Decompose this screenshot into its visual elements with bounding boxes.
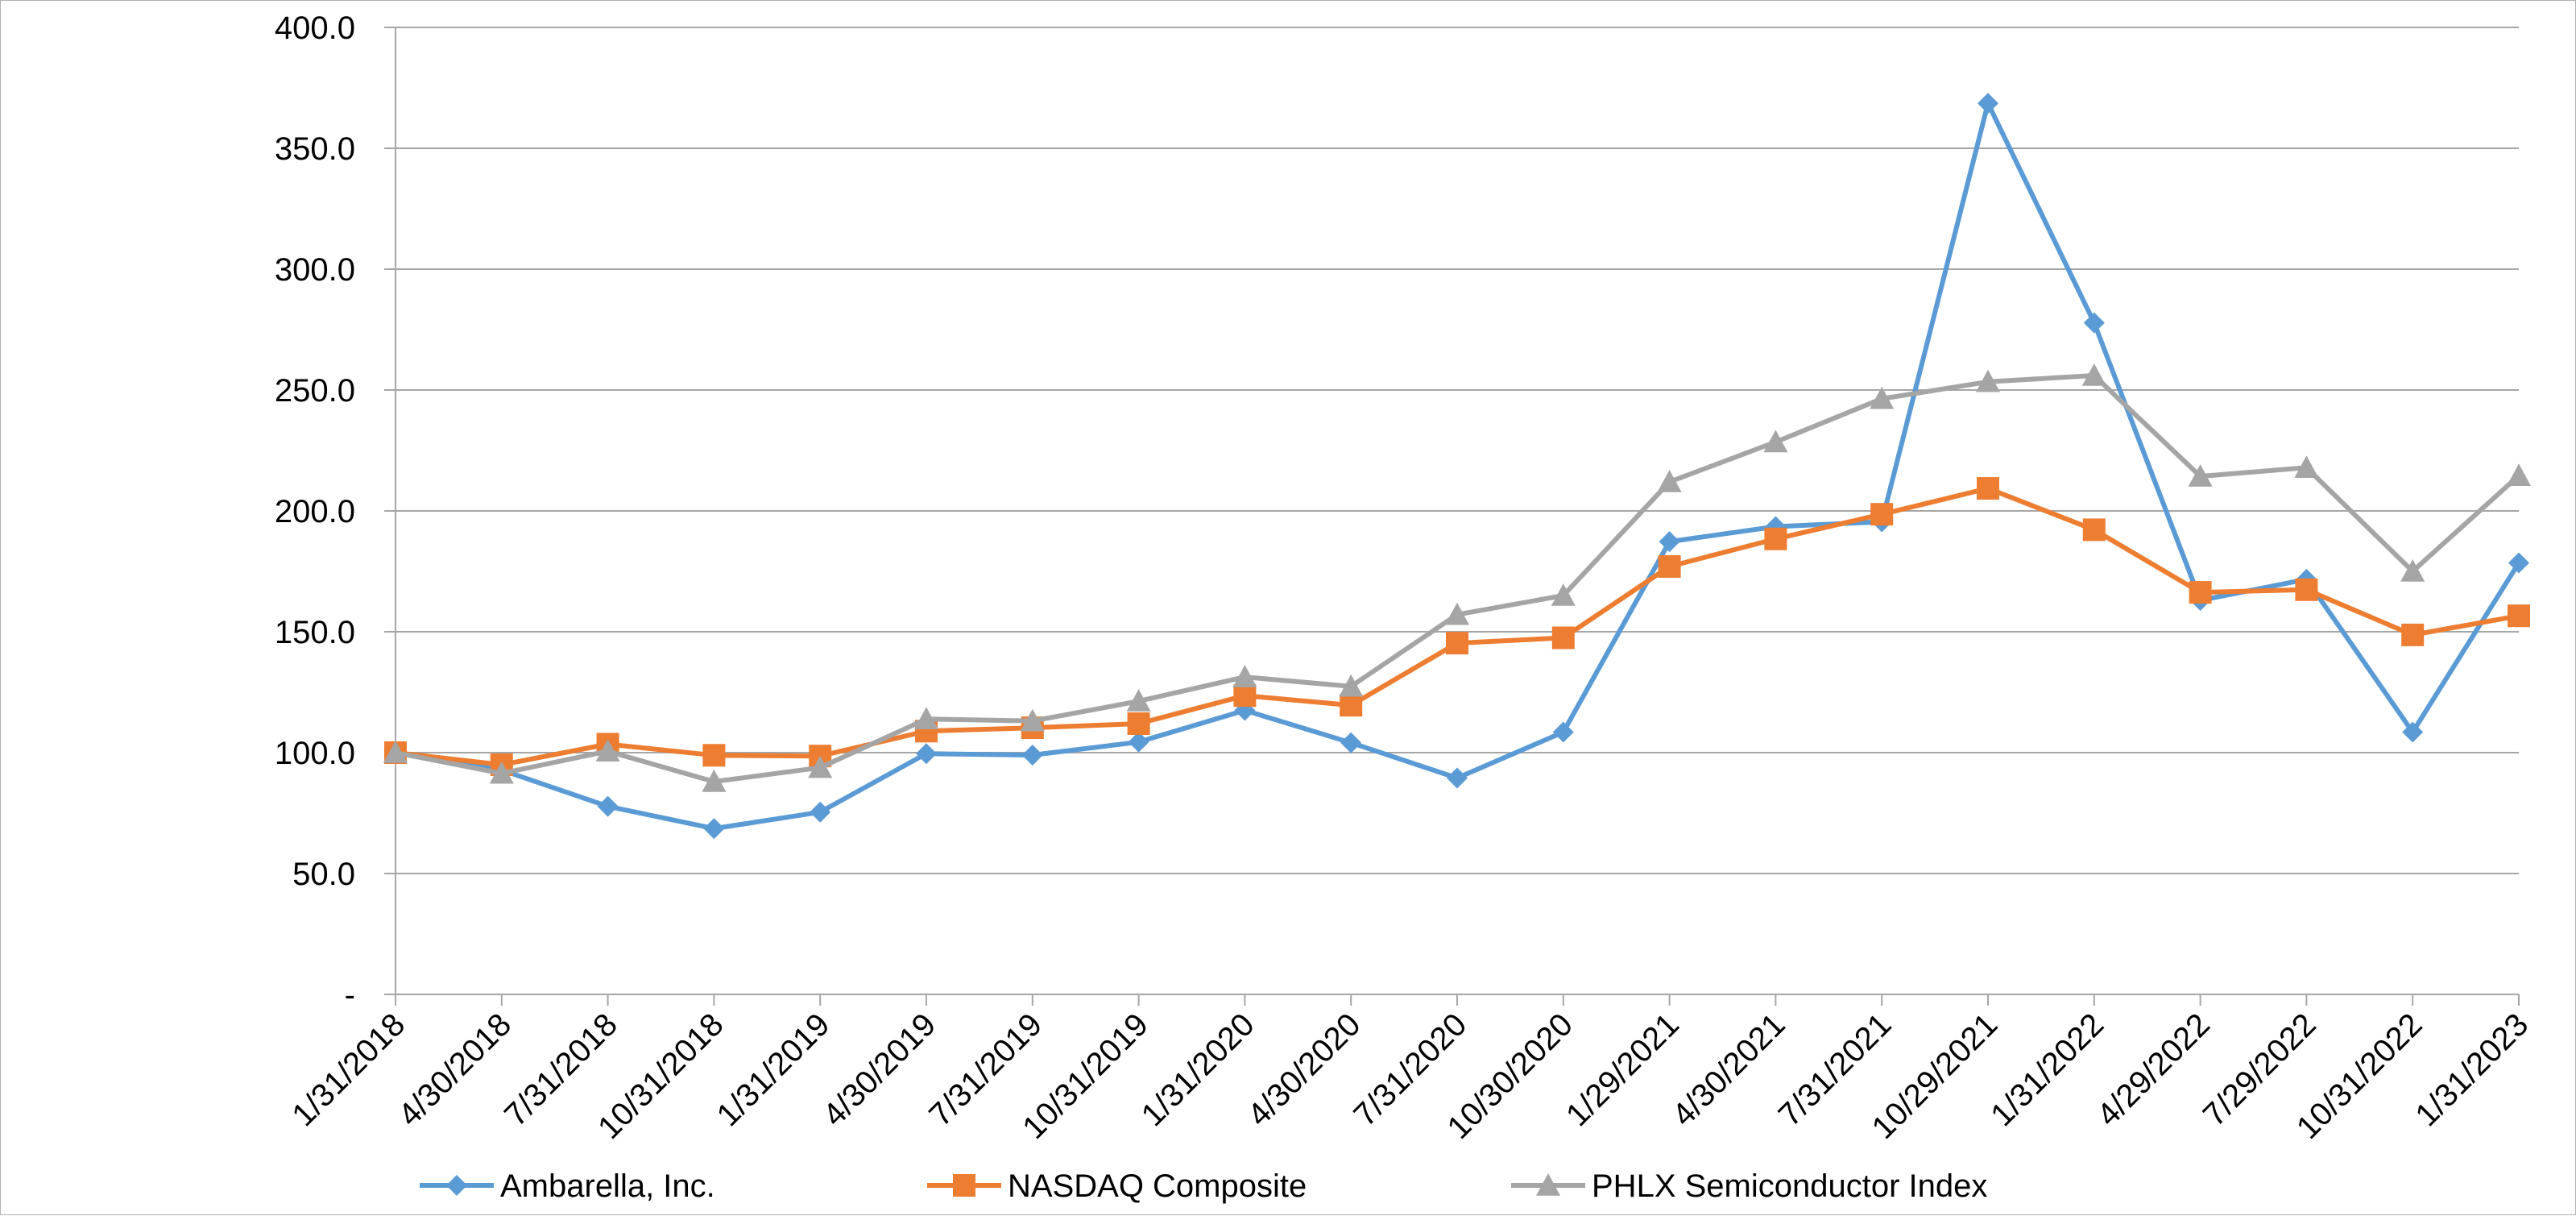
data-point-marker — [383, 741, 408, 763]
legend-label: NASDAQ Composite — [1008, 1168, 1307, 1204]
data-point-marker — [2402, 721, 2424, 743]
series-3 — [383, 363, 2531, 792]
x-tick-label: 4/30/2021 — [1666, 1006, 1792, 1133]
y-tick-label: 400.0 — [275, 10, 355, 46]
y-tick-label: 100.0 — [275, 736, 355, 771]
data-point-marker — [1978, 93, 1998, 114]
data-point-marker — [1659, 531, 1680, 553]
axes — [384, 27, 2520, 1006]
x-tick-label: 1/29/2021 — [1559, 1006, 1686, 1133]
y-tick-label: 200.0 — [275, 494, 355, 529]
data-point-marker — [595, 739, 620, 762]
data-point-marker — [914, 707, 938, 730]
data-point-marker — [2188, 464, 2213, 487]
x-tick-label: 4/29/2022 — [2090, 1006, 2217, 1133]
data-point-marker — [2189, 581, 2212, 604]
y-tick-label: 150.0 — [275, 615, 355, 650]
data-point-marker — [2400, 559, 2425, 582]
data-point-marker — [702, 770, 727, 792]
gridlines — [396, 27, 2519, 874]
y-tick-label: 250.0 — [275, 373, 355, 409]
data-point-marker — [1658, 555, 1681, 578]
y-tick-label: 300.0 — [275, 252, 355, 288]
data-point-marker — [1021, 745, 1043, 766]
data-point-marker — [1551, 626, 1575, 650]
data-point-marker — [810, 801, 831, 823]
x-tick-label: 4/30/2018 — [391, 1006, 518, 1133]
data-point-marker — [1551, 583, 1576, 606]
data-point-marker — [1233, 684, 1257, 708]
data-point-marker — [1763, 430, 1788, 453]
y-tick-label: - — [345, 977, 355, 1013]
x-tick-label: 1/31/2018 — [285, 1006, 412, 1133]
legend-item-2: NASDAQ Composite — [927, 1168, 1307, 1204]
data-point-marker — [1445, 602, 1469, 625]
x-tick-label: 1/31/2022 — [1984, 1006, 2110, 1133]
x-tick-label: 1/31/2023 — [2408, 1006, 2535, 1133]
y-tick-label: 50.0 — [292, 857, 355, 892]
data-point-marker — [2294, 455, 2319, 479]
legend-swatch-marker — [1536, 1173, 1560, 1196]
data-point-marker — [2508, 604, 2530, 628]
data-point-marker — [1446, 632, 1468, 655]
legend-label: Ambarella, Inc. — [500, 1168, 715, 1204]
data-point-marker — [1340, 694, 1363, 717]
data-point-marker — [2083, 312, 2105, 334]
legend-swatch-marker — [953, 1174, 975, 1197]
data-point-marker — [2507, 463, 2531, 486]
data-point-marker — [1552, 721, 1574, 743]
series-2 — [384, 477, 2530, 776]
data-point-marker — [1339, 674, 1364, 697]
series-lines — [383, 93, 2531, 840]
data-point-marker — [703, 818, 725, 840]
x-tick-label: 4/30/2020 — [1241, 1006, 1368, 1133]
x-tick-label: 1/31/2019 — [710, 1006, 837, 1133]
data-point-marker — [489, 761, 514, 784]
data-point-marker — [2295, 578, 2318, 601]
y-tick-label: 350.0 — [275, 131, 355, 167]
data-point-marker — [1657, 470, 1682, 492]
data-point-marker — [1020, 708, 1045, 732]
legend-swatch-marker — [446, 1175, 467, 1196]
x-tick-label: 4/30/2019 — [816, 1006, 942, 1133]
data-point-marker — [1128, 731, 1149, 753]
series-1 — [385, 93, 2529, 840]
data-point-marker — [1126, 689, 1151, 712]
data-point-marker — [597, 795, 619, 817]
legend-item-3: PHLX Semiconductor Index — [1511, 1168, 1987, 1204]
data-point-marker — [1870, 503, 1894, 526]
data-point-marker — [1764, 527, 1787, 550]
x-tick-label: 1/31/2020 — [1135, 1006, 1261, 1133]
data-point-marker — [1340, 732, 1362, 753]
data-point-marker — [916, 743, 937, 765]
data-point-marker — [808, 755, 833, 778]
data-point-marker — [2082, 518, 2106, 542]
data-point-marker — [1976, 369, 2000, 392]
legend: Ambarella, Inc. NASDAQ Composite PHLX Semi… — [420, 1168, 1987, 1204]
data-point-marker — [1870, 386, 1895, 409]
data-point-marker — [1232, 665, 1257, 687]
data-point-marker — [1977, 477, 1999, 500]
data-point-marker — [2508, 552, 2529, 574]
series-line — [395, 373, 2521, 784]
y-axis-tick-labels: - 50.0 100.0 150.0 200.0 250.0 300.0 350.0 400.0 — [275, 10, 355, 1013]
data-point-marker — [2081, 363, 2106, 386]
data-point-marker — [2401, 623, 2425, 646]
data-point-marker — [702, 744, 726, 767]
legend-label: PHLX Semiconductor Index — [1592, 1168, 1987, 1204]
legend-item-1: Ambarella, Inc. — [420, 1168, 715, 1204]
series-line — [395, 486, 2520, 767]
data-point-marker — [1447, 767, 1468, 789]
data-point-marker — [1127, 712, 1150, 735]
x-axis-tick-labels: 1/31/20184/30/20187/31/201810/31/20181/3… — [285, 1006, 2535, 1146]
